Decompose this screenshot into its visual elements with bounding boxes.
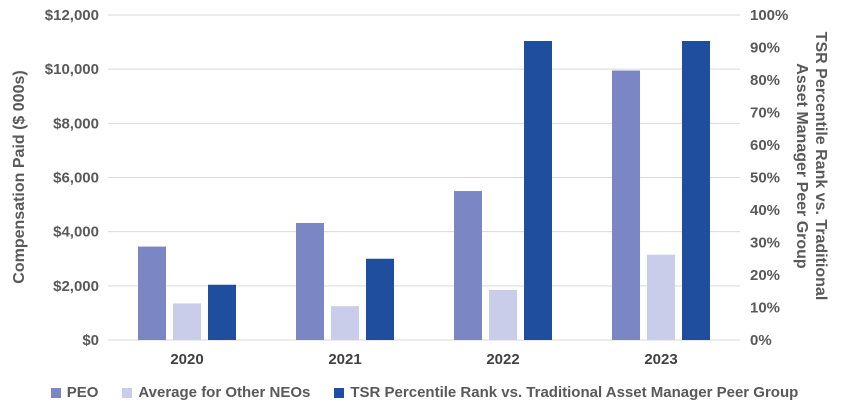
legend: PEO Average for Other NEOs TSR Percentile … bbox=[0, 384, 849, 401]
bar-average-2022 bbox=[489, 289, 517, 340]
bar-peo-2023 bbox=[612, 70, 640, 340]
bar-tsr-2022 bbox=[524, 41, 552, 340]
bar-peo-2021 bbox=[296, 223, 324, 340]
left-axis-ticks: $0 $2,000 $4,000 $6,000 $8,000 $10,000 $12,000 bbox=[45, 7, 99, 349]
bar-average-2023 bbox=[647, 254, 675, 340]
legend-label: TSR Percentile Rank vs. Traditional Asse… bbox=[350, 384, 799, 401]
category-label: 2020 bbox=[170, 351, 203, 368]
left-tick-label: $10,000 bbox=[45, 61, 99, 78]
right-tick-label: 80% bbox=[750, 72, 780, 89]
right-axis-title-line-2: Asset Manager Peer Group bbox=[793, 63, 810, 269]
bars bbox=[138, 41, 710, 340]
right-axis-title-line-1: TSR Percentile Rank vs. Traditional bbox=[812, 32, 829, 301]
right-tick-label: 60% bbox=[750, 137, 780, 154]
bar-peo-2022 bbox=[454, 191, 482, 340]
legend-item: Average for Other NEOs bbox=[122, 384, 310, 401]
category-label: 2021 bbox=[328, 351, 361, 368]
category-label: 2022 bbox=[486, 351, 519, 368]
category-labels: 2020 2021 2022 2023 bbox=[170, 351, 677, 368]
right-tick-label: 40% bbox=[750, 202, 780, 219]
right-tick-label: 100% bbox=[750, 7, 788, 24]
legend-label: PEO bbox=[66, 384, 99, 401]
right-axis-ticks: 0% 10% 20% 30% 40% 50% 60% 70% 80% 90% 100% bbox=[750, 7, 788, 349]
right-tick-label: 10% bbox=[750, 300, 780, 317]
right-tick-label: 70% bbox=[750, 105, 780, 122]
left-tick-label: $2,000 bbox=[53, 278, 99, 295]
left-tick-label: $12,000 bbox=[45, 7, 99, 24]
left-axis-title: Compensation Paid ($ 000s) bbox=[11, 70, 28, 283]
legend-item: TSR Percentile Rank vs. Traditional Asse… bbox=[334, 384, 798, 401]
left-tick-label: $6,000 bbox=[53, 170, 99, 187]
gridlines bbox=[108, 14, 740, 341]
legend-swatch bbox=[50, 387, 61, 398]
bar-tsr-2023 bbox=[682, 41, 710, 340]
right-axis-title: TSR Percentile Rank vs. Traditional Asse… bbox=[793, 32, 829, 301]
bar-average-2020 bbox=[173, 303, 201, 340]
bar-chart: $0 $2,000 $4,000 $6,000 $8,000 $10,000 $12,000… bbox=[11, 7, 829, 368]
left-tick-label: $0 bbox=[82, 332, 99, 349]
bar-peo-2020 bbox=[138, 246, 166, 340]
legend-swatch bbox=[122, 387, 133, 398]
right-tick-label: 20% bbox=[750, 267, 780, 284]
left-tick-label: $8,000 bbox=[53, 115, 99, 132]
legend-swatch bbox=[334, 387, 345, 398]
right-tick-label: 50% bbox=[750, 170, 780, 187]
legend-item: PEO bbox=[50, 384, 99, 401]
category-label: 2023 bbox=[644, 351, 677, 368]
bar-average-2021 bbox=[331, 306, 359, 340]
left-tick-label: $4,000 bbox=[53, 224, 99, 241]
right-tick-label: 30% bbox=[750, 235, 780, 252]
right-tick-label: 90% bbox=[750, 40, 780, 57]
bar-tsr-2020 bbox=[208, 284, 236, 340]
bar-tsr-2021 bbox=[366, 258, 394, 340]
right-tick-label: 0% bbox=[750, 332, 772, 349]
legend-label: Average for Other NEOs bbox=[138, 384, 311, 401]
